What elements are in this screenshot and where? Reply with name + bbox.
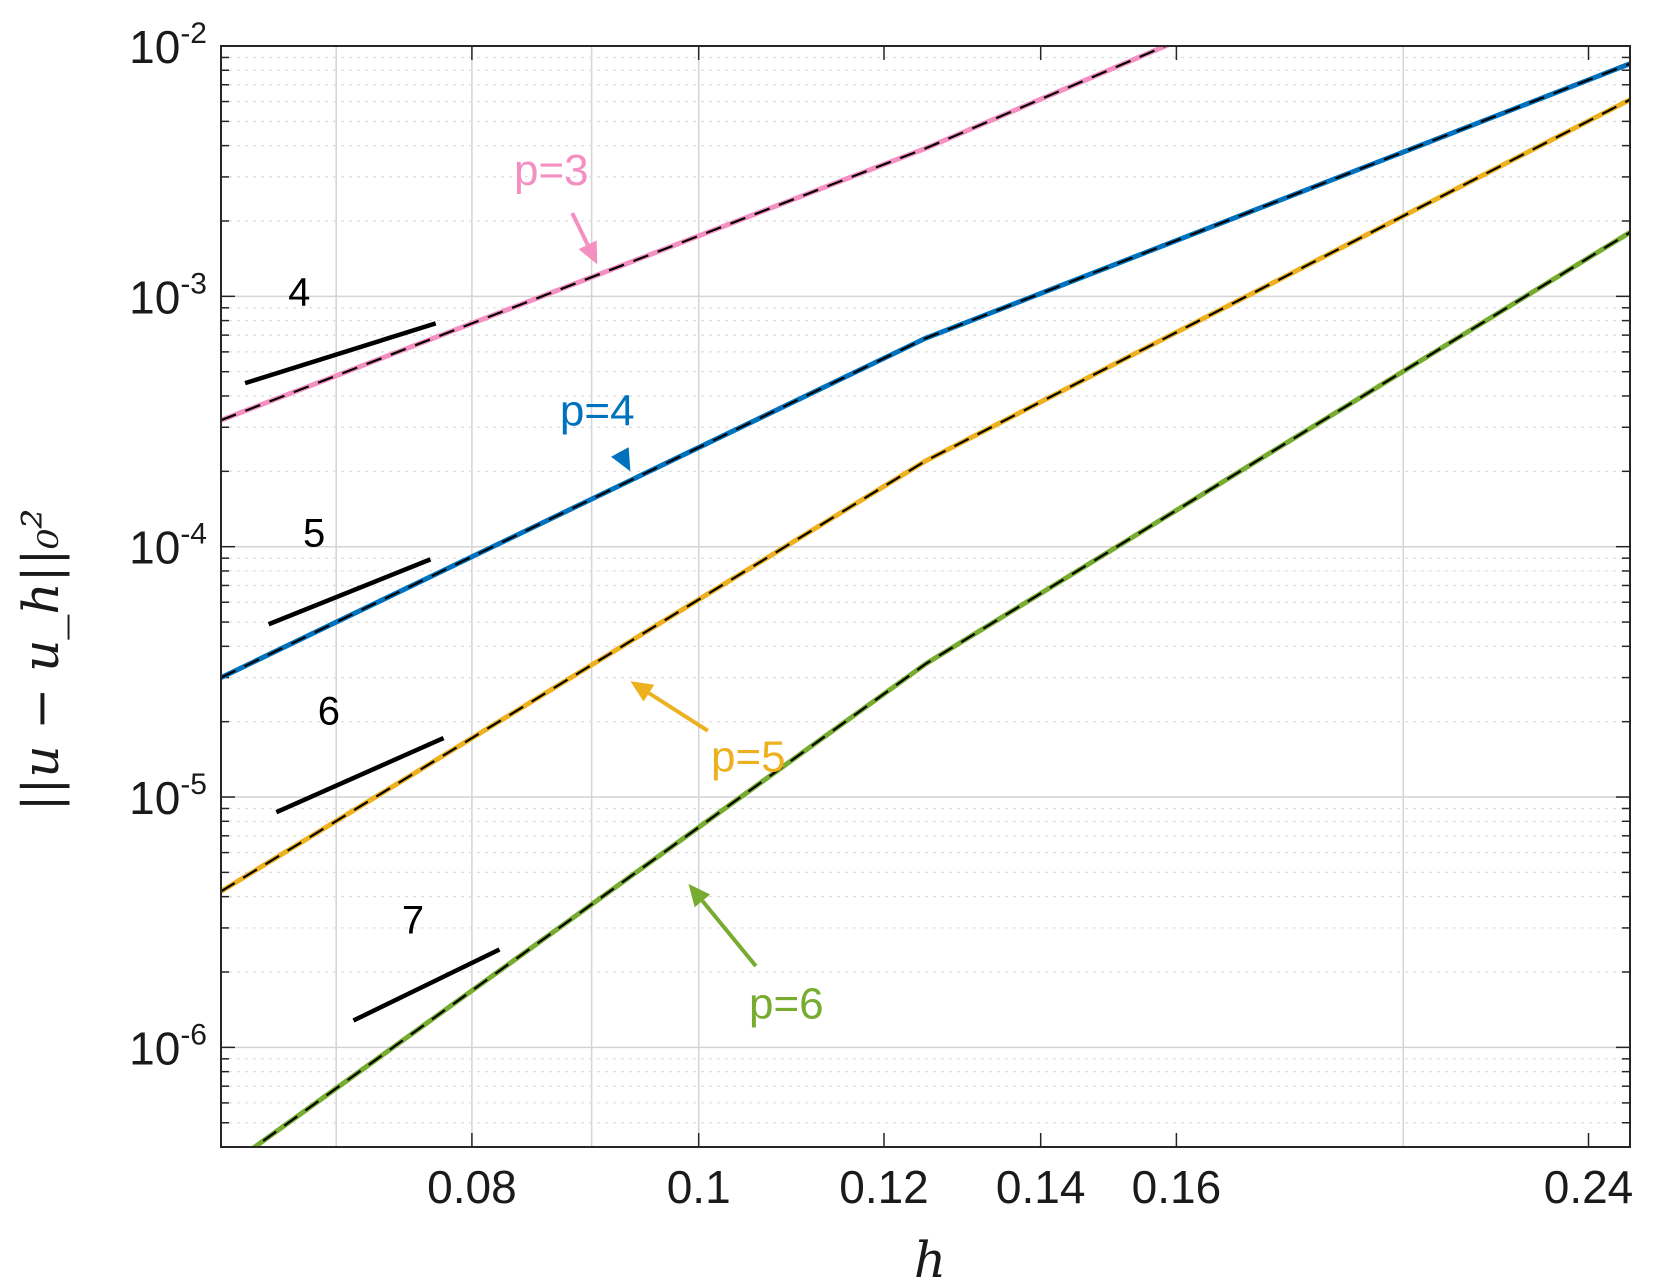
series-dashed-overlay-p5 — [221, 98, 1630, 893]
slope-triangles: 4 5 6 7 — [244, 270, 501, 1023]
slope-line-4 — [244, 321, 437, 386]
series-dashed-overlay-p6 — [252, 231, 1630, 1147]
slope-line-7 — [352, 947, 501, 1023]
y-tick-label: 10-3 — [129, 267, 207, 323]
series-label-p4: p=4 — [560, 386, 635, 435]
slope-label-6: 6 — [318, 689, 340, 733]
arrow-head-p3 — [578, 240, 598, 265]
x-tick-label: 0.16 — [1132, 1161, 1222, 1213]
arrow-shaft-p5 — [647, 691, 709, 733]
y-tick-label: 10-2 — [129, 17, 207, 73]
y-tick-label: 10-6 — [129, 1018, 207, 1074]
series-label-p3: p=3 — [514, 146, 589, 195]
x-tick-label: 0.08 — [427, 1161, 517, 1213]
x-tick-label: 0.12 — [839, 1161, 929, 1213]
series-label-p5: p=5 — [711, 733, 786, 782]
y-axis-ticks: 10-6 10-5 10-4 10-3 10-2 — [129, 17, 207, 1074]
x-axis-label: h — [914, 1231, 946, 1284]
arrow-head-p6 — [688, 883, 711, 908]
series-dashed-overlay-p4 — [221, 62, 1630, 679]
arrow-shaft-p3 — [570, 212, 590, 246]
y-tick-label: 10-4 — [129, 518, 207, 574]
grid — [221, 46, 1630, 1147]
arrow-head-p5 — [630, 681, 655, 702]
slope-label-7: 7 — [402, 899, 424, 943]
y-axis-label: ||u − u_h||₀² — [12, 509, 70, 812]
slope-line-6 — [275, 736, 445, 815]
x-tick-label: 0.24 — [1544, 1161, 1634, 1213]
slope-label-4: 4 — [288, 270, 310, 314]
slope-line-5 — [267, 557, 432, 627]
series-group — [221, 46, 1630, 1147]
x-axis-ticks: 0.08 0.1 0.12 0.14 0.16 0.24 — [427, 46, 1633, 1213]
slope-label-5: 5 — [303, 512, 325, 556]
series-line-p6 — [250, 230, 1630, 1147]
series-line-p5 — [221, 97, 1630, 894]
arrow-shaft-p6 — [700, 899, 758, 968]
x-tick-label: 0.1 — [667, 1161, 731, 1213]
arrow-head-p4 — [611, 447, 631, 472]
series-label-p6: p=6 — [749, 979, 824, 1028]
series-dashed-overlay-p3 — [221, 46, 1169, 422]
series-annotations: p=3 p=4 p=5 p=6 — [514, 146, 824, 1028]
plot-frame — [220, 45, 1631, 1148]
x-tick-label: 0.14 — [996, 1161, 1086, 1213]
y-tick-label: 10-5 — [129, 768, 207, 824]
